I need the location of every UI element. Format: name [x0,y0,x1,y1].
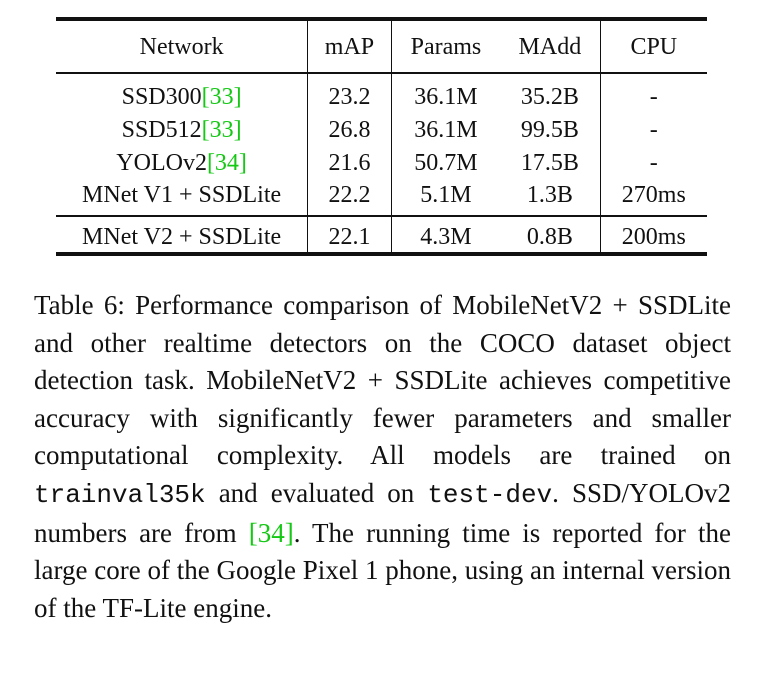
dataset-name-code: trainval35k [34,479,206,510]
header-map: mAP [307,19,392,73]
network-name: SSD512 [121,116,202,143]
split-name-code: test-dev [427,479,553,510]
citation-link[interactable]: [33] [201,84,242,110]
table-row: YOLOv2[34] 21.6 50.7M 17.5B - [56,146,707,179]
results-table: Network mAP Params MAdd CPU SSD300[33] 2… [56,17,707,256]
table-row: SSD512[33] 26.8 36.1M 99.5B - [56,113,707,146]
header-madd: MAdd [518,33,582,60]
table-caption: Table 6: Performance comparison of Mobil… [34,287,731,627]
cell-network: MNet V2 + SSDLite [82,223,282,250]
cell-madd: 35.2B [520,84,579,110]
table-row: SSD300[33] 23.2 36.1M 35.2B - [56,73,707,113]
cell-cpu: - [599,73,707,113]
cell-madd: 0.8B [526,223,573,250]
cell-map: 22.1 [307,216,392,254]
header-cpu: CPU [599,19,707,73]
table-row: MNet V1 + SSDLite 22.2 5.1M 1.3B 270ms [56,179,707,216]
header-row: Network mAP Params MAdd CPU [56,19,707,73]
caption-text: Table 6: Performance comparison of Mobil… [34,290,731,471]
caption-text: . SSD/YOLOv2 numbers are from [34,477,731,548]
cell-map: 22.2 [307,179,392,216]
cell-madd: 99.5B [520,116,579,143]
table-row-highlight: MNet V2 + SSDLite 22.1 4.3M 0.8B 200ms [56,216,707,254]
cell-params: 50.7M [390,146,501,179]
network-name: YOLOv2 [116,149,207,176]
caption-text: . The running time is reported for the l… [34,517,731,623]
cell-madd: 1.3B [526,182,573,208]
citation-link[interactable]: [34] [248,517,294,548]
cell-cpu: 270ms [599,179,707,216]
baseline-rows: SSD300[33] 23.2 36.1M 35.2B - SSD512[33]… [56,73,707,216]
results-table-container: Network mAP Params MAdd CPU SSD300[33] 2… [56,17,707,256]
table-header: Network mAP Params MAdd CPU [56,19,707,73]
cell-network: MNet V1 + SSDLite [82,182,282,208]
cell-cpu: - [599,146,707,179]
cell-network: SSD512[33] [56,113,308,146]
citation-link[interactable]: [34] [206,149,247,176]
cell-network: SSD300[33] [56,73,308,113]
cell-cpu: 200ms [599,216,707,254]
caption-text: and evaluated on [205,477,428,508]
proposed-rows: MNet V2 + SSDLite 22.1 4.3M 0.8B 200ms [56,216,707,254]
cell-map: 23.2 [307,73,392,113]
header-network: Network [139,33,224,60]
cell-cpu: - [599,113,707,146]
cell-map: 26.8 [307,113,392,146]
cell-params: 36.1M [390,113,501,146]
cell-madd: 17.5B [520,149,579,176]
cell-network: YOLOv2[34] [56,146,308,179]
cell-params: 36.1M [390,73,501,113]
cell-params: 5.1M [390,179,501,216]
cell-params: 4.3M [390,216,501,254]
citation-link[interactable]: [33] [201,116,242,143]
cell-map: 21.6 [307,146,392,179]
network-name: SSD300 [121,84,202,110]
header-params: Params [390,19,501,73]
